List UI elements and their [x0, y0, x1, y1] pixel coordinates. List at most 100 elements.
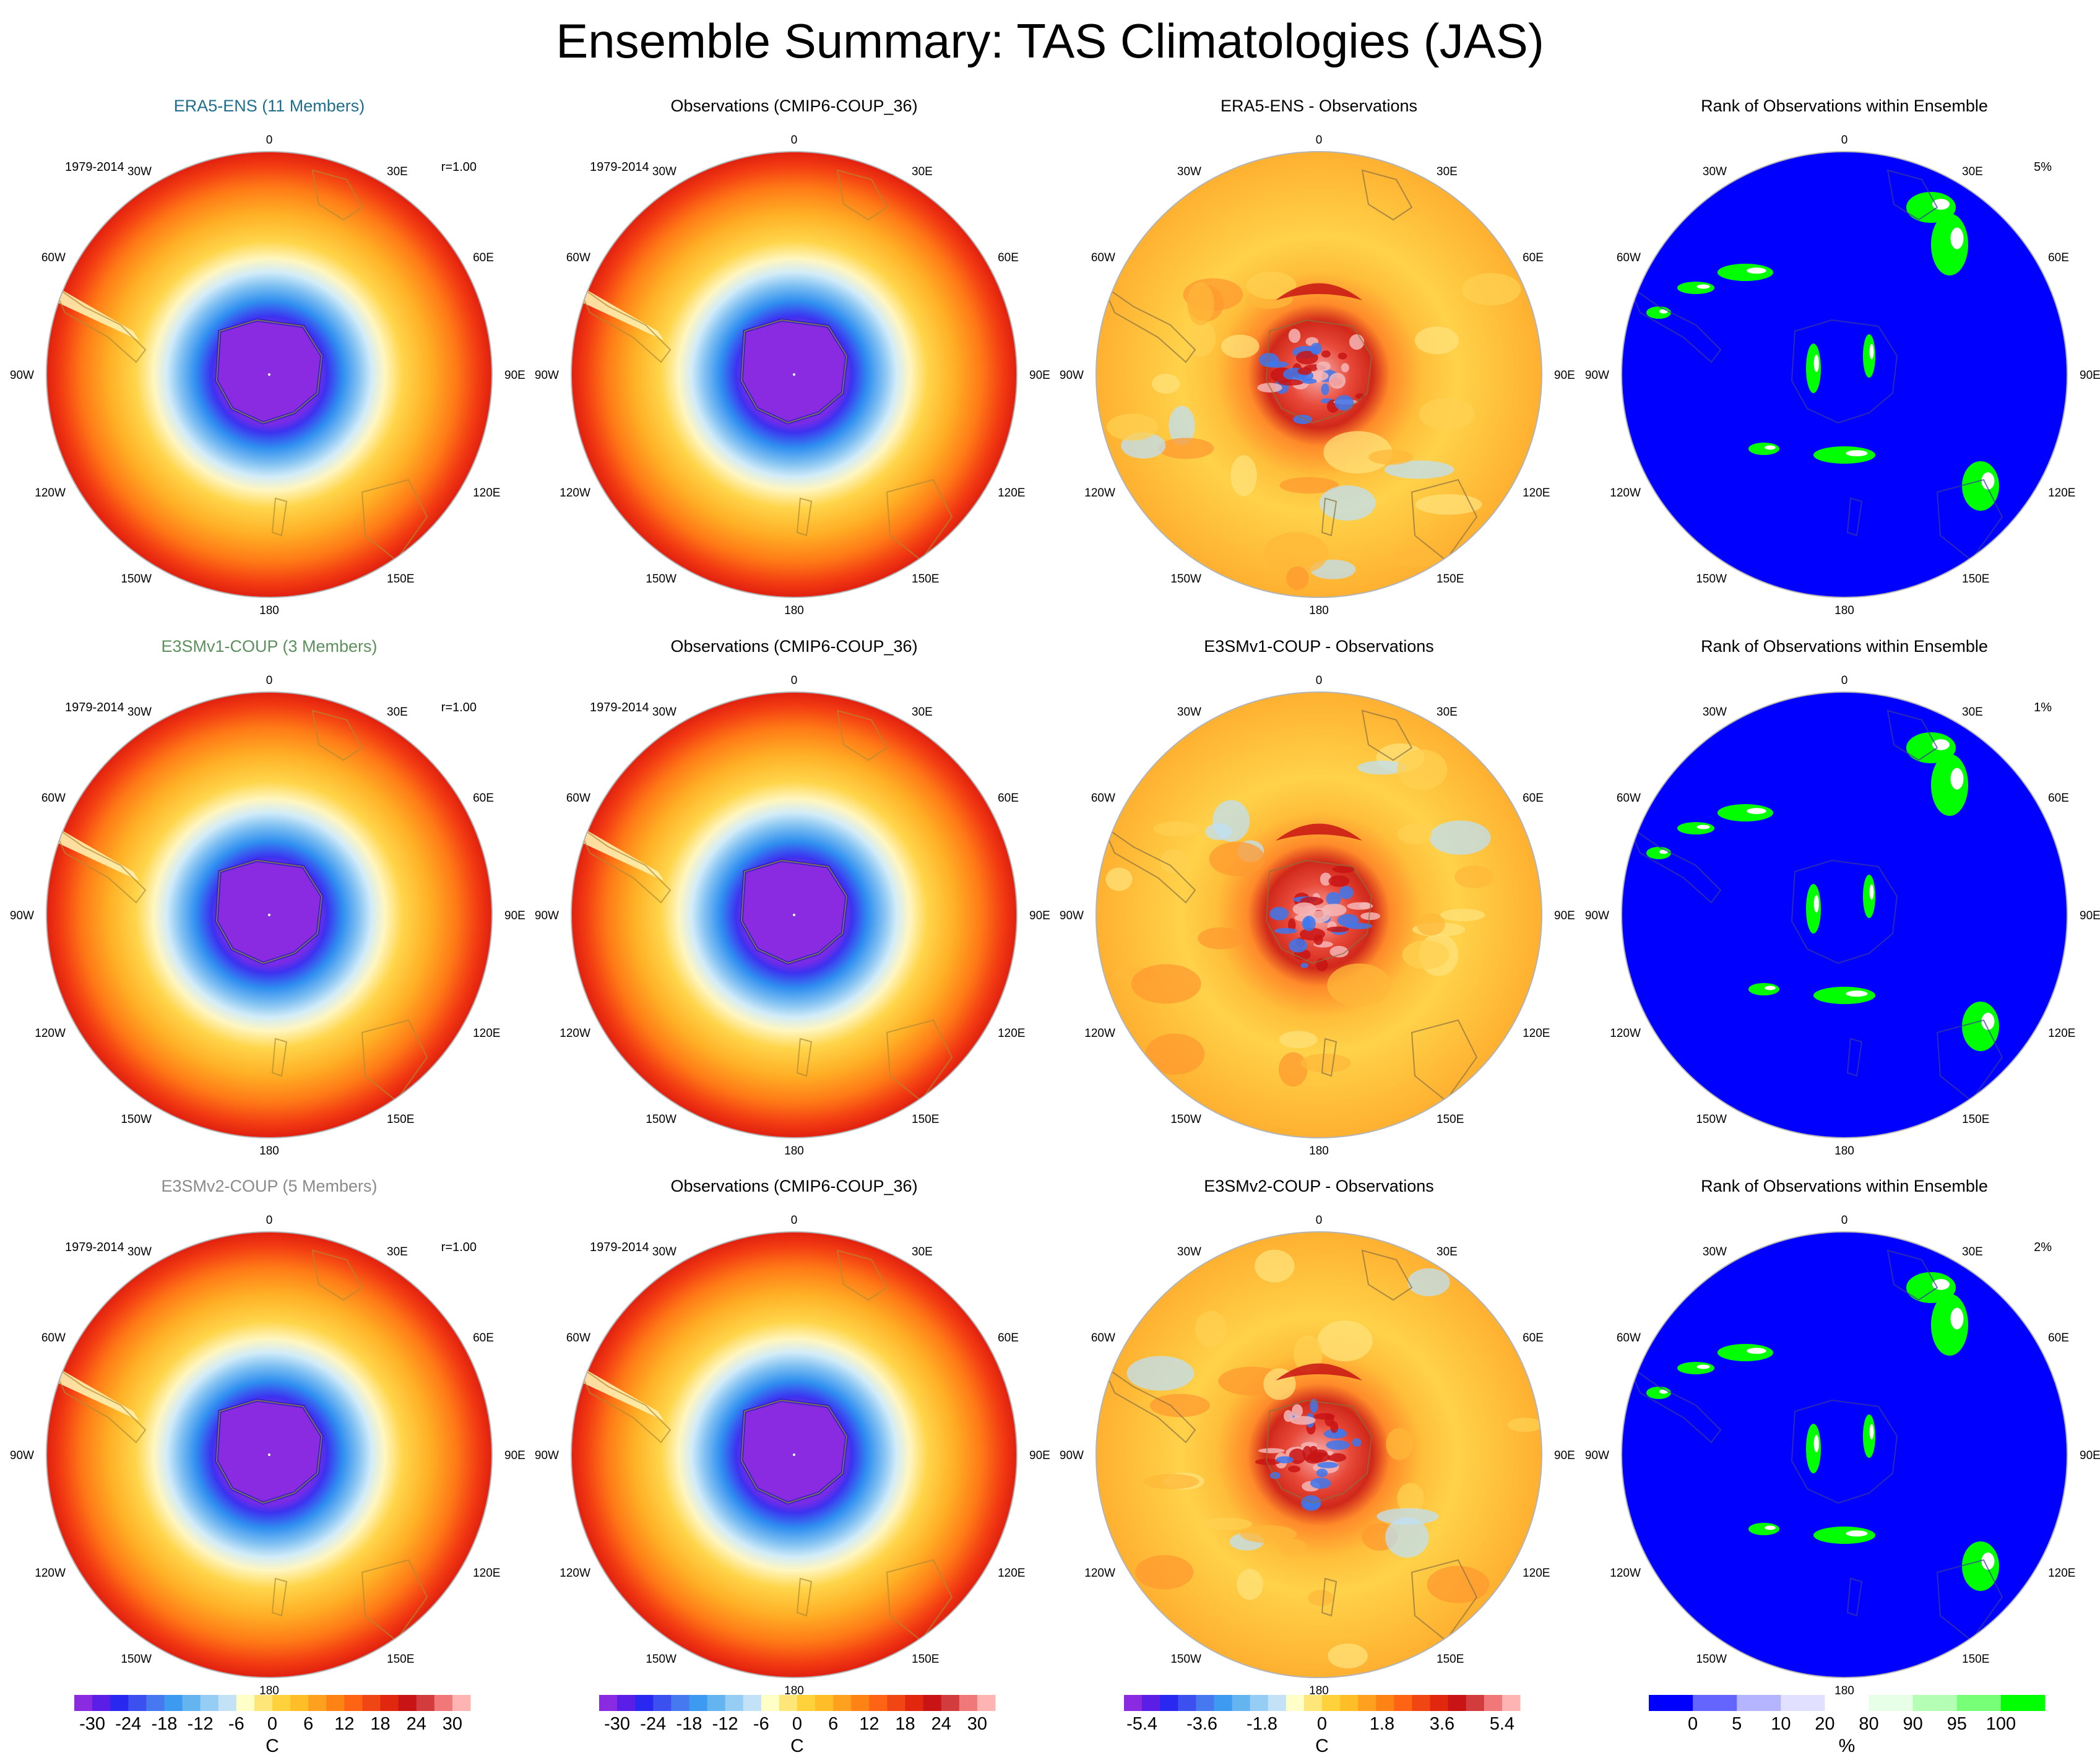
map-panel-clim: ERA5-ENS (11 Members) 1979-2014 r=1.00 0 30E…: [10, 97, 525, 617]
longitude-label: 120W: [560, 487, 590, 500]
rank-high-patch: [1718, 804, 1773, 821]
antarctic-anomaly: [1313, 934, 1323, 945]
longitude-label: 150W: [121, 573, 152, 586]
anomaly-blob: [1357, 760, 1407, 775]
colorbar-swatch: [362, 1695, 381, 1711]
antarctic-anomaly: [1329, 945, 1349, 958]
coastline-3: [1936, 1019, 2003, 1102]
coastline-2: [1361, 169, 1413, 221]
rank-high-patch: [1863, 1414, 1875, 1458]
colorbar-tick-label: -6: [753, 1714, 769, 1734]
longitude-label: 120W: [35, 1027, 66, 1040]
longitude-label: 120E: [2048, 1027, 2075, 1040]
longitude-label: 30E: [387, 165, 408, 178]
period-label: 1979-2014: [65, 1241, 124, 1254]
colorbar-swatch: [869, 1695, 888, 1711]
antarctic-anomaly: [1345, 922, 1373, 929]
longitude-label: 30E: [1962, 1245, 1983, 1258]
colorbar-tick-label: -18: [676, 1714, 702, 1734]
warm-anomaly-arc: [1276, 1363, 1362, 1380]
rank-mid-patch: [1869, 884, 1874, 900]
period-label: 1979-2014: [590, 160, 649, 174]
longitude-label: 0: [791, 134, 798, 147]
rank-high-patch: [1677, 822, 1714, 834]
anomaly-blob: [1246, 271, 1297, 300]
anomaly-blob: [1429, 820, 1491, 855]
longitude-label: 90W: [10, 909, 34, 922]
coastline-3: [1411, 1559, 1478, 1642]
colorbar-swatch: [617, 1695, 636, 1711]
antarctic-anomaly: [1359, 902, 1372, 909]
longitude-label: 60W: [41, 792, 66, 805]
anomaly-blob: [1230, 455, 1257, 496]
anomaly-blob: [1461, 273, 1521, 306]
colorbar-swatch: [110, 1695, 129, 1711]
longitude-label: 120E: [1523, 487, 1550, 500]
anomaly-blob: [1323, 431, 1393, 474]
longitude-label: 120E: [473, 1567, 500, 1580]
map-panel-diff: E3SMv1-COUP - Observations 0 30E 60E 90E 120E…: [1060, 637, 1575, 1158]
longitude-label: 120W: [35, 1567, 66, 1580]
longitude-label: 150E: [912, 573, 939, 586]
longitude-label: 150E: [1962, 573, 1989, 586]
antarctic-anomaly: [1312, 911, 1326, 919]
longitude-label: 90W: [1585, 909, 1609, 922]
longitude-label: 120E: [998, 1567, 1025, 1580]
anomaly-blob: [1200, 1517, 1252, 1530]
coastline-1: [1626, 1363, 1722, 1444]
panel-title: ERA5-ENS (11 Members): [174, 97, 365, 115]
rank-high-patch: [1962, 1541, 1999, 1591]
antarctic-anomaly: [1292, 1404, 1303, 1418]
longitude-label: 30W: [127, 1245, 152, 1258]
longitude-label: 180: [1834, 604, 1854, 617]
longitude-label: 150E: [1962, 1653, 1989, 1666]
panel-title: Rank of Observations within Ensemble: [1701, 637, 1988, 656]
colorbar-swatch: [380, 1695, 399, 1711]
colorbar-tick-label: -18: [151, 1714, 177, 1734]
panel-title: E3SMv2-COUP - Observations: [1204, 1177, 1434, 1195]
longitude-label: 30W: [1703, 165, 1727, 178]
colorbar-swatch: [707, 1695, 726, 1711]
coastline-3: [361, 1559, 428, 1642]
colorbar-tick-label: -30: [604, 1714, 630, 1734]
coastline-0: [740, 859, 848, 964]
antarctic-anomaly: [1360, 912, 1381, 920]
longitude-label: 90E: [2080, 909, 2100, 922]
anomaly-blob: [1135, 1555, 1194, 1590]
panel-title: E3SMv1-COUP - Observations: [1204, 637, 1434, 656]
antarctic-anomaly: [1278, 379, 1304, 386]
antarctic-anomaly: [1284, 1410, 1293, 1423]
colorbar-swatch: [1322, 1695, 1341, 1711]
colorbar-1: -30 -24 -18 -12 -6 0 6 12 18 24 30 C: [599, 1695, 996, 1756]
longitude-label: 0: [1316, 134, 1323, 147]
anomaly-blob: [1212, 800, 1250, 842]
colorbar-tick-label: 10: [1771, 1714, 1791, 1734]
coastline-2: [311, 1249, 363, 1301]
longitude-label: 60E: [473, 251, 494, 264]
coastline-3: [886, 1559, 953, 1642]
antarctic-anomaly: [1321, 350, 1331, 358]
colorbar-tick-label: 0: [1317, 1714, 1327, 1734]
antarctic-anomaly: [1258, 1448, 1285, 1453]
colorbar-swatch: [833, 1695, 852, 1711]
anomaly-blob: [1407, 1268, 1450, 1296]
longitude-label: 0: [1316, 1214, 1323, 1227]
map-content: [1622, 692, 2067, 1138]
longitude-label: 150W: [1696, 1113, 1727, 1126]
rank-mid-patch: [1981, 1013, 1995, 1030]
colorbar-swatch: [1340, 1695, 1359, 1711]
colorbar-3: 0 5 10 20 80 90 95 100%: [1649, 1695, 2046, 1756]
anomaly-blob: [1385, 1517, 1429, 1558]
coastline-4: [796, 1577, 813, 1617]
map-panel-clim: E3SMv2-COUP (5 Members) 1979-2014 r=1.00 0 3…: [10, 1177, 525, 1697]
pole-marker: [268, 914, 270, 916]
anomaly-blob: [1300, 1053, 1351, 1073]
longitude-label: 120W: [560, 1567, 590, 1580]
rank-mid-patch: [1696, 284, 1710, 289]
anomaly-blob: [1386, 1427, 1413, 1460]
rank-percent-label: 5%: [2034, 160, 2052, 174]
colorbar-swatch: [416, 1695, 435, 1711]
rank-high-patch: [1718, 1344, 1773, 1361]
antarctic-anomaly: [1326, 926, 1349, 932]
anomaly-blob: [1327, 963, 1391, 1007]
